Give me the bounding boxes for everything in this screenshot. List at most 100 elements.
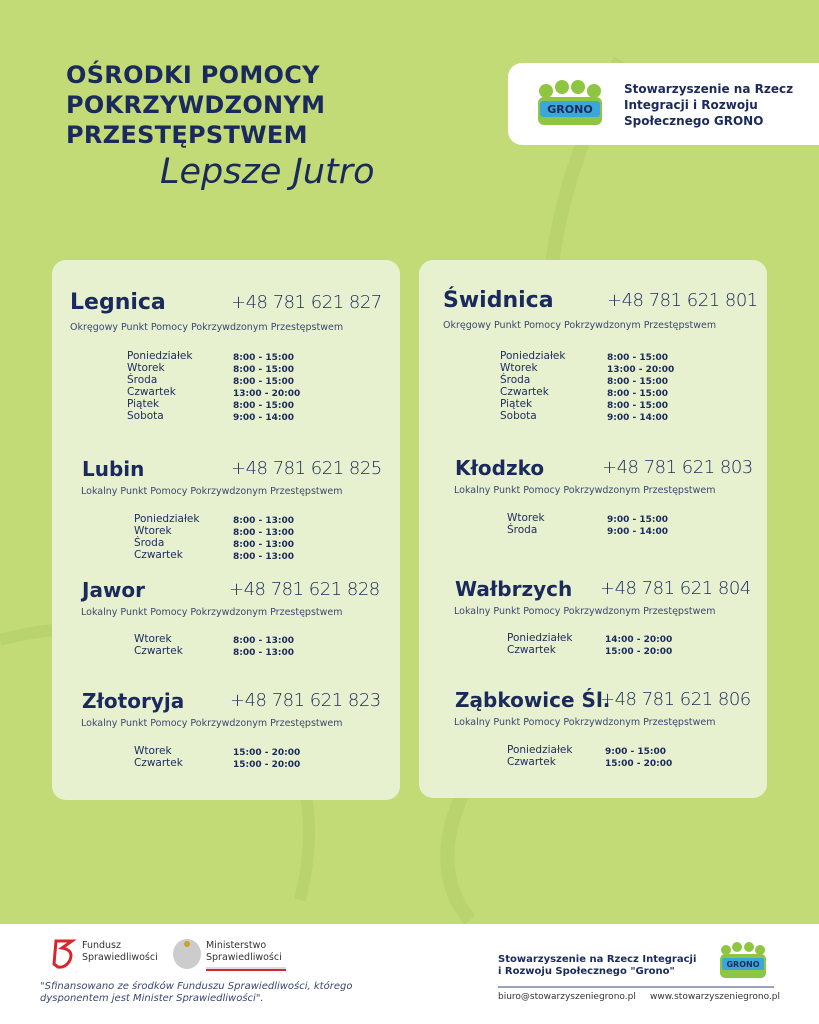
- center-name: Legnica: [70, 290, 166, 315]
- subtitle: Lepsze Jutro: [160, 152, 375, 192]
- center-name: Kłodzko: [455, 456, 545, 480]
- footer-divider: [498, 986, 774, 988]
- schedule-hours: 8:00 - 13:00: [233, 516, 295, 526]
- page-title: OŚRODKI POMOCY POKRZYWDZONYM PRZESTĘPSTW…: [66, 60, 325, 150]
- schedule-day: Wtorek: [500, 362, 538, 374]
- svg-text:GRONO: GRONO: [726, 960, 759, 969]
- schedule-hours: 8:00 - 13:00: [233, 552, 295, 562]
- schedule-day: Poniedziałek: [507, 632, 573, 644]
- schedule-day: Czwartek: [134, 549, 183, 561]
- center-type: Lokalny Punkt Pomocy Pokrzywdzonym Przes…: [81, 486, 343, 497]
- flag-bar: [206, 967, 286, 971]
- schedule-day: Czwartek: [500, 386, 549, 398]
- schedule-hours: 8:00 - 15:00: [233, 353, 295, 363]
- org-line: i Rozwoju Społecznego "Grono": [498, 966, 675, 977]
- note-line: dysponentem jest Minister Sprawiedliwośc…: [40, 993, 264, 1004]
- center-type: Lokalny Punkt Pomocy Pokrzywdzonym Przes…: [454, 606, 716, 617]
- schedule-day: Wtorek: [134, 525, 172, 537]
- phone-number: +48 781 621 801: [607, 290, 758, 311]
- title-line: POKRZYWDZONYM: [66, 91, 326, 119]
- center-type: Lokalny Punkt Pomocy Pokrzywdzonym Przes…: [81, 607, 343, 618]
- schedule-day: Piątek: [500, 398, 533, 410]
- schedule-hours: 8:00 - 13:00: [233, 528, 295, 538]
- schedule-hours: 15:00 - 20:00: [605, 759, 673, 769]
- phone-number: +48 781 621 828: [229, 579, 380, 600]
- schedule-day: Czwartek: [507, 644, 556, 656]
- schedule-hours: 15:00 - 20:00: [233, 760, 301, 770]
- note-line: "Sfinansowano ze środków Funduszu Sprawi…: [40, 981, 353, 992]
- phone-number: +48 781 621 825: [231, 458, 382, 479]
- footer: Fundusz Sprawiedliwości Ministerstwo Spraw…: [0, 924, 819, 1024]
- schedule-hours: 8:00 - 15:00: [607, 377, 669, 387]
- organization-header-card: GRONO Stowarzyszenie na Rzecz Integracji…: [508, 63, 819, 145]
- fundusz-name: Fundusz Sprawiedliwości: [82, 940, 158, 964]
- schedule-day: Środa: [500, 374, 531, 386]
- schedule-day: Poniedziałek: [500, 350, 566, 362]
- schedule-day: Środa: [127, 374, 158, 386]
- schedule-day: Poniedziałek: [127, 350, 193, 362]
- website-link[interactable]: www.stowarzyszeniegrono.pl: [650, 992, 781, 1002]
- phone-number: +48 781 621 827: [231, 292, 382, 313]
- schedule-hours: 15:00 - 20:00: [233, 748, 301, 758]
- center-type: Okręgowy Punkt Pomocy Pokrzywdzonym Prze…: [443, 320, 717, 331]
- schedule-day: Czwartek: [507, 756, 556, 768]
- schedule-hours: 9:00 - 15:00: [607, 515, 669, 525]
- schedule-day: Wtorek: [507, 512, 545, 524]
- organization-name: Stowarzyszenie na Rzecz Integracji i Roz…: [624, 81, 793, 129]
- schedule-hours: 8:00 - 15:00: [233, 377, 295, 387]
- schedule-hours: 8:00 - 15:00: [233, 401, 295, 411]
- schedule-day: Piątek: [127, 398, 160, 410]
- phone-number: +48 781 621 823: [230, 690, 381, 711]
- schedule-hours: 13:00 - 20:00: [233, 389, 301, 399]
- schedule-day: Środa: [134, 537, 165, 549]
- schedule-day: Sobota: [500, 410, 537, 422]
- center-name: Wałbrzych: [455, 577, 573, 601]
- right-card: [419, 260, 767, 798]
- fundusz-line: Fundusz: [82, 940, 121, 951]
- schedule-hours: 8:00 - 15:00: [607, 389, 669, 399]
- schedule-hours: 9:00 - 14:00: [607, 527, 669, 537]
- org-line: Integracji i Rozwoju: [624, 98, 758, 112]
- ministerstwo-line: Ministerstwo: [206, 940, 267, 951]
- schedule-hours: 8:00 - 15:00: [607, 353, 669, 363]
- schedule-hours: 8:00 - 13:00: [233, 648, 295, 658]
- schedule-day: Poniedziałek: [507, 744, 573, 756]
- center-type: Lokalny Punkt Pomocy Pokrzywdzonym Przes…: [454, 717, 716, 728]
- ministerstwo-line: Sprawiedliwości: [206, 952, 282, 963]
- email-link[interactable]: biuro@stowarzyszeniegrono.pl: [498, 992, 636, 1002]
- center-type: Lokalny Punkt Pomocy Pokrzywdzonym Przes…: [81, 718, 343, 729]
- fundusz-logo-icon: [52, 939, 77, 969]
- left-card: [52, 260, 400, 800]
- center-name: Jawor: [82, 578, 146, 602]
- schedule-day: Wtorek: [134, 633, 172, 645]
- schedule-hours: 14:00 - 20:00: [605, 635, 673, 645]
- schedule-hours: 9:00 - 14:00: [607, 413, 669, 423]
- org-line: Stowarzyszenie na Rzecz: [624, 82, 794, 96]
- schedule-day: Poniedziałek: [134, 513, 200, 525]
- schedule-day: Wtorek: [134, 745, 172, 757]
- phone-number: +48 781 621 806: [600, 689, 751, 710]
- eagle-emblem-icon: [173, 939, 201, 969]
- phone-number: +48 781 621 804: [600, 578, 751, 599]
- schedule-day: Sobota: [127, 410, 164, 422]
- center-name: Złotoryja: [82, 689, 185, 713]
- center-type: Okręgowy Punkt Pomocy Pokrzywdzonym Prze…: [70, 322, 344, 333]
- center-name: Ząbkowice Śl.: [455, 688, 611, 712]
- fundusz-line: Sprawiedliwości: [82, 952, 158, 963]
- schedule-day: Czwartek: [127, 386, 176, 398]
- schedule-day: Środa: [507, 524, 538, 536]
- schedule-hours: 8:00 - 13:00: [233, 540, 295, 550]
- footer-grono-logo: GRONO: [716, 940, 770, 984]
- title-line: OŚRODKI POMOCY: [66, 61, 320, 89]
- schedule-hours: 8:00 - 15:00: [233, 365, 295, 375]
- schedule-hours: 9:00 - 14:00: [233, 413, 295, 423]
- org-line: Stowarzyszenie na Rzecz Integracji: [498, 954, 697, 965]
- center-name: Świdnica: [443, 288, 554, 313]
- schedule-day: Wtorek: [127, 362, 165, 374]
- schedule-hours: 8:00 - 13:00: [233, 636, 295, 646]
- schedule-hours: 15:00 - 20:00: [605, 647, 673, 657]
- center-name: Lubin: [82, 457, 145, 481]
- ministerstwo-name: Ministerstwo Sprawiedliwości: [206, 940, 282, 964]
- schedule-hours: 9:00 - 15:00: [605, 747, 667, 757]
- phone-number: +48 781 621 803: [602, 457, 753, 478]
